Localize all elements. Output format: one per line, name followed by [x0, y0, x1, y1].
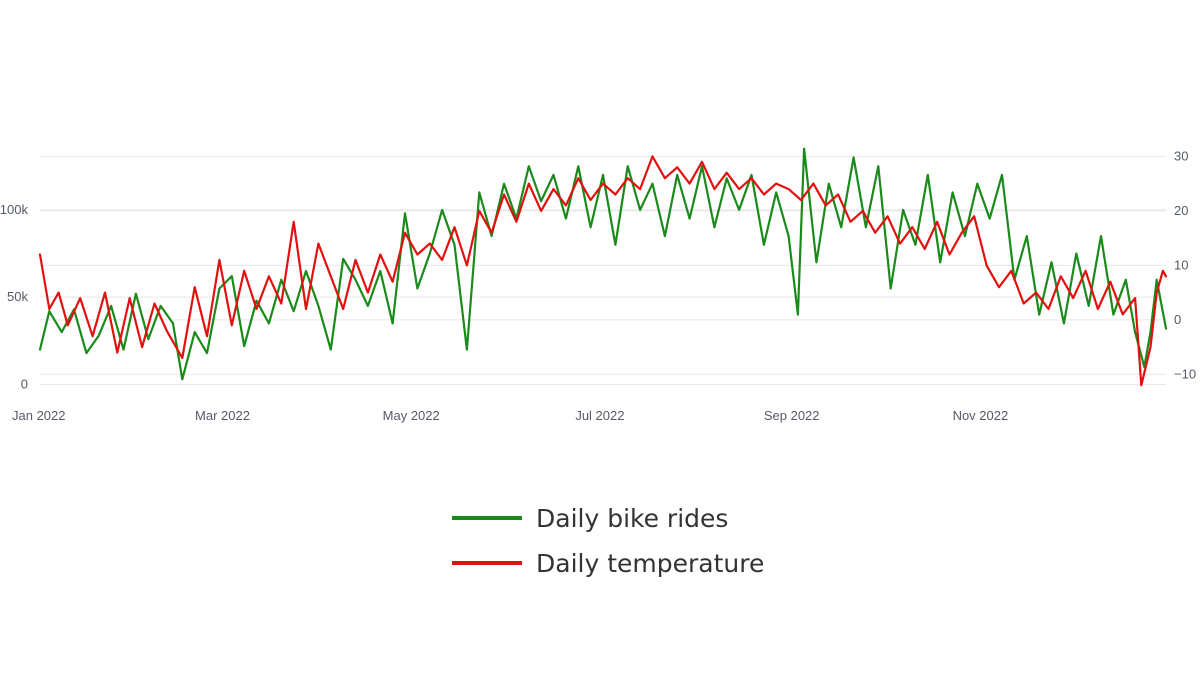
y-axis-left: 0 50k 100k: [0, 202, 28, 392]
legend-label: Daily bike rides: [536, 504, 728, 533]
series-line-temperature: [38, 155, 1168, 387]
y-right-tick-label: −10: [1174, 366, 1196, 381]
x-axis: Jan 2022 Mar 2022 May 2022 Jul 2022 Sep 2022…: [12, 408, 1008, 423]
legend-label: Daily temperature: [536, 549, 764, 578]
y-right-tick-label: 30: [1174, 148, 1188, 163]
y-left-tick-label: 100k: [0, 202, 28, 217]
x-tick-label: Jul 2022: [575, 408, 624, 423]
x-tick-label: Jan 2022: [12, 408, 66, 423]
y-axis-right: −10 0 10 20 30: [1174, 148, 1196, 381]
x-tick-label: Sep 2022: [764, 408, 820, 423]
series-lines: [38, 147, 1168, 387]
y-left-tick-label: 0: [21, 377, 28, 392]
x-tick-label: Nov 2022: [953, 408, 1009, 423]
series-line-bike-rides: [38, 147, 1168, 381]
x-tick-label: Mar 2022: [195, 408, 250, 423]
y-left-tick-label: 50k: [7, 289, 28, 304]
legend: Daily bike rides Daily temperature: [452, 504, 764, 578]
x-tick-label: May 2022: [383, 408, 440, 423]
gridlines: [40, 155, 1166, 386]
y-right-tick-label: 20: [1174, 203, 1188, 218]
y-right-tick-label: 0: [1174, 312, 1181, 327]
y-right-tick-label: 10: [1174, 257, 1188, 272]
